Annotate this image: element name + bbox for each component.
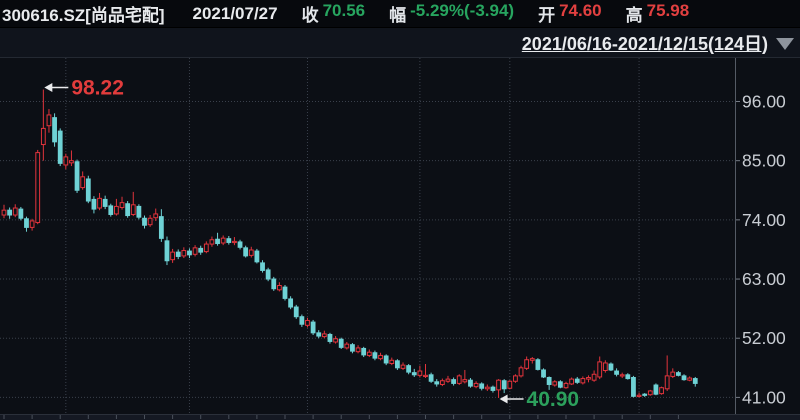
open-value: 74.60: [559, 1, 602, 20]
stock-symbol: 300616.SZ[尚品宅配]: [2, 6, 165, 25]
low-price-annotation: 40.90: [527, 388, 580, 411]
y-axis-label: 52.00: [742, 328, 786, 348]
annotations: 98.22 40.90: [44, 77, 579, 411]
candlestick-chart[interactable]: 96.00 85.00 74.00 63.00 52.00 41.00 98.22 40.90: [0, 58, 800, 420]
range-bar: 2021/06/16-2021/12/15(124日): [0, 28, 800, 58]
change-label: 幅: [389, 6, 407, 25]
high-group: 高 75.98: [626, 1, 690, 26]
y-axis-label: 96.00: [742, 92, 786, 112]
axes: 96.00 85.00 74.00 63.00 52.00 41.00: [0, 58, 800, 420]
open-label: 开: [538, 6, 556, 25]
trade-date: 2021/07/27: [192, 3, 278, 23]
y-axis-label: 63.00: [742, 269, 786, 289]
y-axis-label: 74.00: [742, 210, 786, 230]
close-label: 收: [301, 6, 319, 25]
candles: [1, 89, 698, 398]
change-value: -5.29%(-3.94): [410, 1, 515, 20]
header-bar: 300616.SZ[尚品宅配] 2021/07/27 收 70.56 幅 -5.…: [0, 0, 800, 28]
high-value: 75.98: [646, 1, 690, 20]
open-group: 开 74.60: [538, 1, 602, 26]
close-group: 收 70.56: [302, 1, 366, 26]
high-label: 高: [625, 6, 643, 25]
grid-lines: [0, 58, 735, 414]
close-value: 70.56: [322, 1, 366, 20]
high-price-annotation: 98.22: [71, 77, 124, 100]
y-axis-label: 41.00: [742, 387, 786, 407]
change-group: 幅 -5.29%(-3.94): [389, 1, 514, 26]
date-range-selector[interactable]: 2021/06/16-2021/12/15(124日): [521, 33, 768, 54]
y-axis-label: 85.00: [742, 151, 786, 171]
chevron-down-icon[interactable]: [776, 38, 794, 50]
